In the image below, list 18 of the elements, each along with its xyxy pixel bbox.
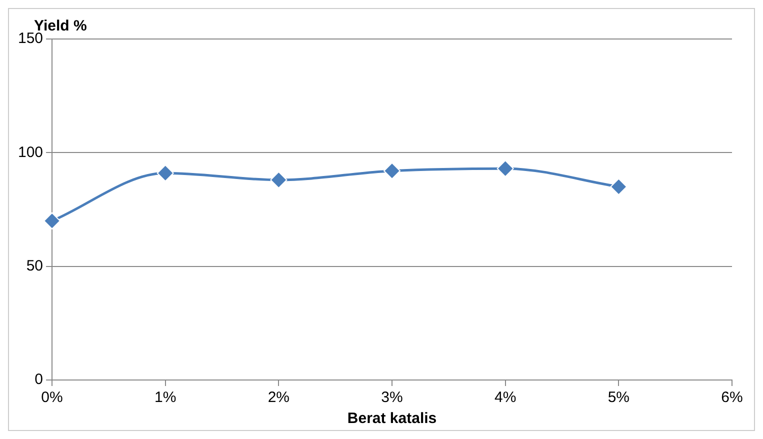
point <box>610 178 628 196</box>
x-tick-label: 5% <box>608 389 630 406</box>
x-tick-label: 3% <box>381 389 403 406</box>
point <box>270 171 288 188</box>
y-tick-label: 150 <box>18 30 44 48</box>
point <box>384 162 401 180</box>
point <box>44 212 61 230</box>
y-tick-label: 100 <box>18 144 44 161</box>
x-axis-title: Berat katalis <box>347 410 437 428</box>
x-tick-label: 2% <box>268 389 290 406</box>
x-tick-label: 0% <box>41 389 63 406</box>
x-tick-label: 1% <box>154 389 176 406</box>
x-tick-label: 6% <box>721 389 743 406</box>
y-tick-label: 50 <box>26 257 44 274</box>
y-tick-label: 0 <box>34 371 44 388</box>
point <box>496 160 514 178</box>
x-tick-label: 4% <box>494 389 516 406</box>
point <box>156 164 174 182</box>
